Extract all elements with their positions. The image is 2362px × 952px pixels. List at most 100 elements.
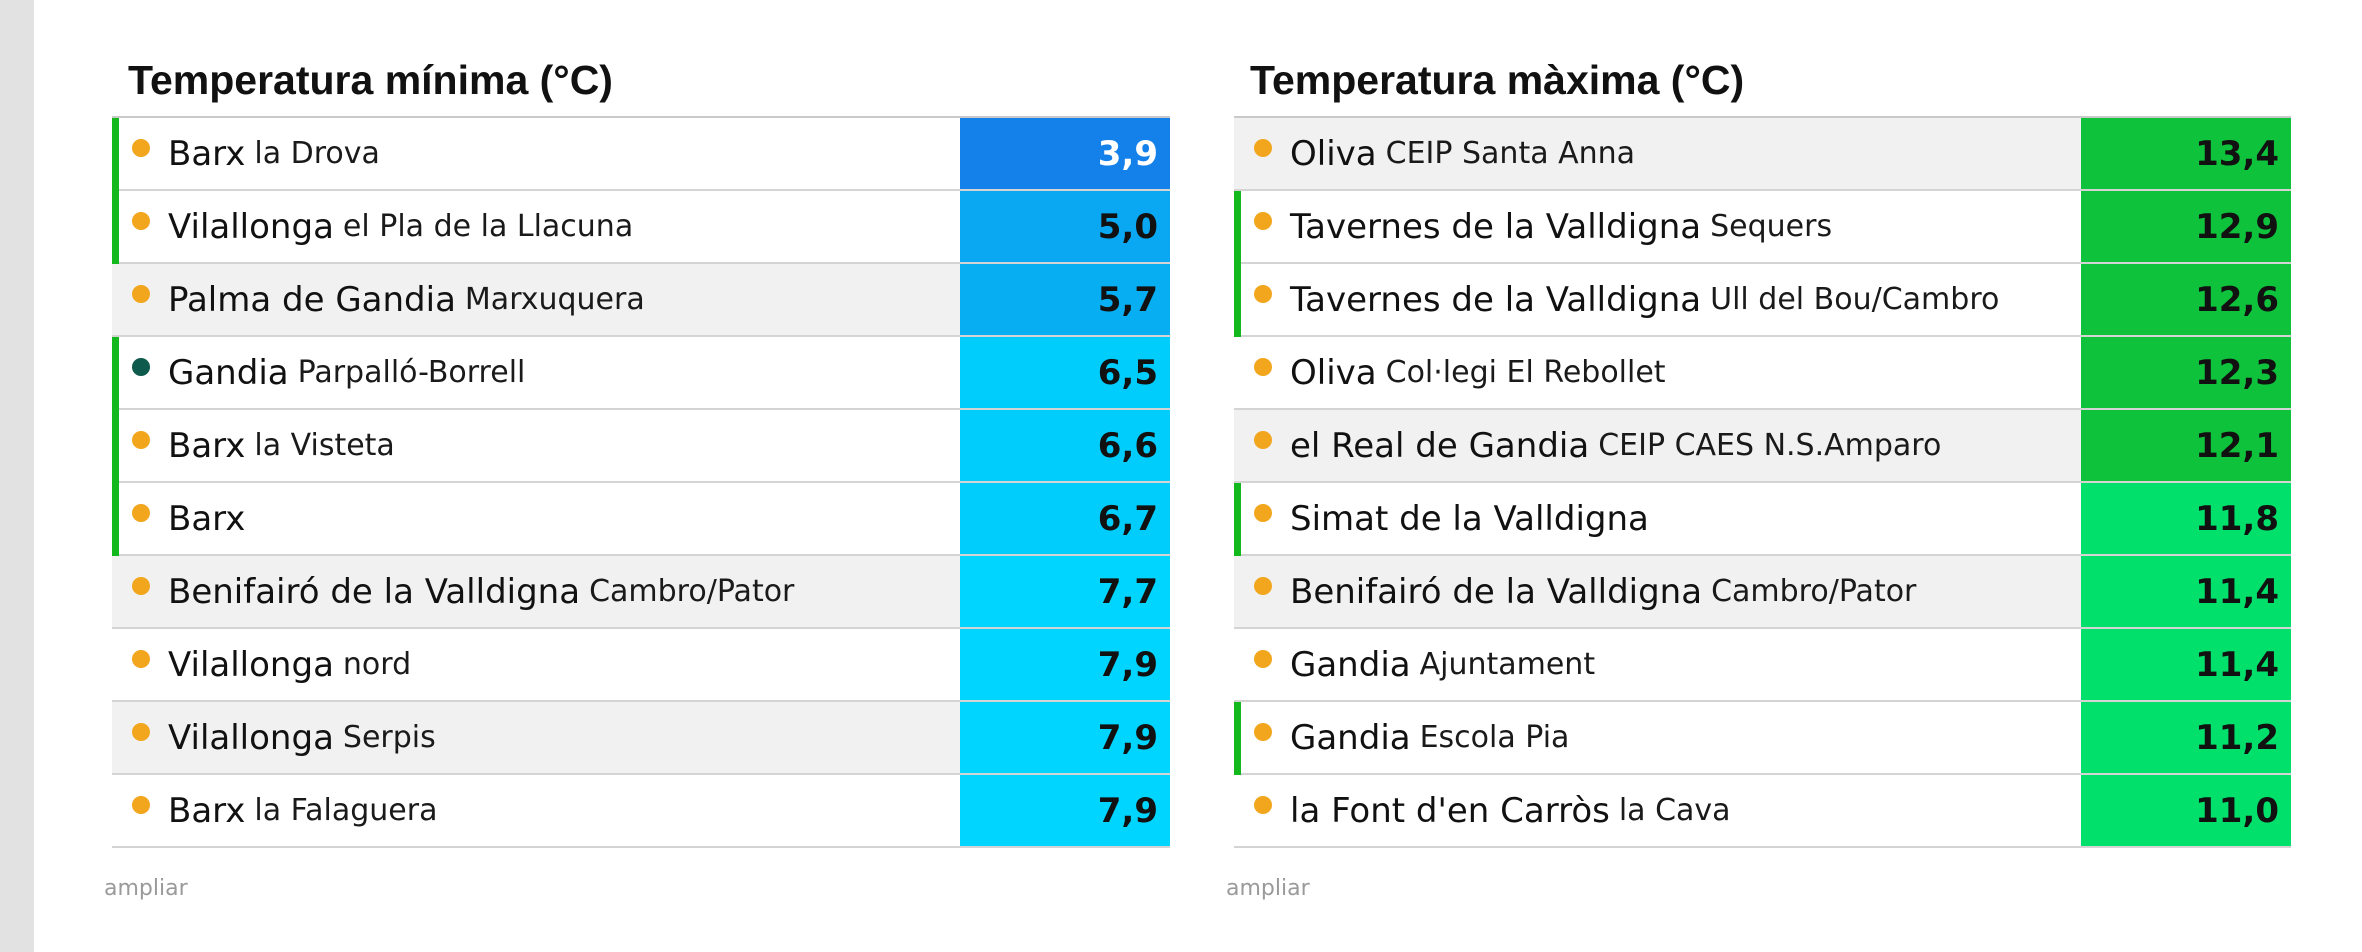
- min-expand-link[interactable]: ampliar: [104, 876, 188, 901]
- status-dot-icon: [1254, 795, 1272, 814]
- left-margin-strip: [0, 0, 34, 952]
- temperature-value: 7,9: [960, 775, 1170, 846]
- station-site: Cambro/Pator: [589, 574, 795, 609]
- station-name-cell: Benifairó de la Valldigna Cambro/Pator: [112, 556, 960, 627]
- status-dot-icon: [1254, 722, 1272, 741]
- status-dot-icon: [132, 722, 150, 741]
- min-temperature-panel: Temperatura mínima (°C) Barx la Drova 3,9 V…: [104, 48, 1170, 901]
- station-site: Escola Pia: [1419, 720, 1570, 755]
- temperature-value: 12,6: [2081, 264, 2291, 335]
- table-row: Vilallonga nord 7,9: [112, 629, 1170, 702]
- station-name-cell: Simat de la Valldigna: [1234, 483, 2081, 554]
- station-town[interactable]: la Font d'en Carròs: [1290, 790, 1610, 831]
- station-marker-bar: [1234, 264, 1241, 337]
- max-expand-link[interactable]: ampliar: [1226, 876, 1310, 901]
- station-marker-bar: [112, 191, 119, 264]
- station-name-cell: Barx la Visteta: [112, 410, 960, 481]
- station-site: Serpis: [342, 720, 436, 755]
- station-town[interactable]: Vilallonga: [168, 644, 334, 685]
- station-town[interactable]: Vilallonga: [168, 717, 334, 758]
- station-marker-bar: [112, 337, 119, 410]
- status-dot-icon: [132, 284, 150, 303]
- temperature-value: 11,8: [2081, 483, 2291, 554]
- station-name-cell: Barx la Falaguera: [112, 775, 960, 846]
- temperature-value: 12,3: [2081, 337, 2291, 408]
- station-name-cell: Oliva Col·legi El Rebollet: [1234, 337, 2081, 408]
- table-row: Palma de Gandia Marxuquera 5,7: [112, 264, 1170, 337]
- status-dot-icon: [132, 211, 150, 230]
- station-town[interactable]: Gandia: [1290, 644, 1411, 685]
- table-row: Barx la Visteta 6,6: [112, 410, 1170, 483]
- temperature-value: 7,9: [960, 702, 1170, 773]
- station-town[interactable]: Barx: [168, 133, 246, 174]
- station-marker-bar: [112, 118, 119, 191]
- table-row: Simat de la Valldigna 11,8: [1234, 483, 2291, 556]
- station-site: CEIP CAES N.S.Amparo: [1598, 428, 1942, 463]
- station-town[interactable]: Oliva: [1290, 352, 1377, 393]
- table-row: el Real de Gandia CEIP CAES N.S.Amparo 12,…: [1234, 410, 2291, 483]
- station-site: Cambro/Pator: [1711, 574, 1917, 609]
- min-temperature-table: Barx la Drova 3,9 Vilallonga el Pla de la Ll…: [112, 116, 1170, 848]
- station-town[interactable]: Benifairó de la Valldigna: [168, 571, 581, 612]
- station-town[interactable]: Tavernes de la Valldigna: [1290, 206, 1702, 247]
- table-row: Barx 6,7: [112, 483, 1170, 556]
- status-dot-icon: [132, 357, 150, 376]
- station-marker-bar: [112, 483, 119, 556]
- station-town[interactable]: Palma de Gandia: [168, 279, 456, 320]
- station-site: el Pla de la Llacuna: [342, 209, 634, 244]
- station-name-cell: Gandia Ajuntament: [1234, 629, 2081, 700]
- station-site: CEIP Santa Anna: [1385, 136, 1636, 171]
- status-dot-icon: [1254, 430, 1272, 449]
- temperature-value: 6,5: [960, 337, 1170, 408]
- station-town[interactable]: Gandia: [1290, 717, 1411, 758]
- station-town[interactable]: Barx: [168, 425, 246, 466]
- min-temperature-title: Temperatura mínima (°C): [128, 57, 613, 103]
- station-name-cell: el Real de Gandia CEIP CAES N.S.Amparo: [1234, 410, 2081, 481]
- temperature-value: 5,7: [960, 264, 1170, 335]
- station-site: Marxuquera: [464, 282, 645, 317]
- max-temperature-title: Temperatura màxima (°C): [1250, 57, 1745, 103]
- table-row: Benifairó de la Valldigna Cambro/Pator 11,…: [1234, 556, 2291, 629]
- temperature-value: 12,9: [2081, 191, 2291, 262]
- station-name-cell: Vilallonga el Pla de la Llacuna: [112, 191, 960, 262]
- temperature-value: 11,0: [2081, 775, 2291, 846]
- temperature-value: 12,1: [2081, 410, 2291, 481]
- station-name-cell: Tavernes de la Valldigna Ull del Bou/Camb…: [1234, 264, 2081, 335]
- station-town[interactable]: Barx: [168, 790, 246, 831]
- status-dot-icon: [1254, 576, 1272, 595]
- station-marker-bar: [1234, 191, 1241, 264]
- table-row: Barx la Falaguera 7,9: [112, 775, 1170, 848]
- station-site: Ull del Bou/Cambro: [1710, 282, 2000, 317]
- station-name-cell: Barx: [112, 483, 960, 554]
- temperature-value: 11,4: [2081, 556, 2291, 627]
- temperature-value: 11,4: [2081, 629, 2291, 700]
- status-dot-icon: [132, 795, 150, 814]
- station-town[interactable]: Vilallonga: [168, 206, 334, 247]
- temperature-value: 7,9: [960, 629, 1170, 700]
- table-row: Tavernes de la Valldigna Ull del Bou/Camb…: [1234, 264, 2291, 337]
- table-row: Vilallonga el Pla de la Llacuna 5,0: [112, 191, 1170, 264]
- status-dot-icon: [132, 138, 150, 157]
- table-row: Tavernes de la Valldigna Sequers 12,9: [1234, 191, 2291, 264]
- station-name-cell: Gandia Parpalló-Borrell: [112, 337, 960, 408]
- station-town[interactable]: el Real de Gandia: [1290, 425, 1590, 466]
- status-dot-icon: [1254, 211, 1272, 230]
- station-site: la Visteta: [254, 428, 395, 463]
- station-town[interactable]: Tavernes de la Valldigna: [1290, 279, 1702, 320]
- station-name-cell: Palma de Gandia Marxuquera: [112, 264, 960, 335]
- status-dot-icon: [132, 649, 150, 668]
- temperature-value: 3,9: [960, 118, 1170, 189]
- status-dot-icon: [1254, 284, 1272, 303]
- station-town[interactable]: Simat de la Valldigna: [1290, 498, 1649, 539]
- table-row: Benifairó de la Valldigna Cambro/Pator 7,7: [112, 556, 1170, 629]
- station-town[interactable]: Benifairó de la Valldigna: [1290, 571, 1703, 612]
- station-town[interactable]: Barx: [168, 498, 246, 539]
- station-town[interactable]: Gandia: [168, 352, 289, 393]
- station-site: Col·legi El Rebollet: [1385, 355, 1666, 390]
- station-town[interactable]: Oliva: [1290, 133, 1377, 174]
- table-row: Oliva Col·legi El Rebollet 12,3: [1234, 337, 2291, 410]
- station-name-cell: Benifairó de la Valldigna Cambro/Pator: [1234, 556, 2081, 627]
- station-site: Sequers: [1710, 209, 1833, 244]
- table-row: la Font d'en Carròs la Cava 11,0: [1234, 775, 2291, 848]
- table-row: Barx la Drova 3,9: [112, 118, 1170, 191]
